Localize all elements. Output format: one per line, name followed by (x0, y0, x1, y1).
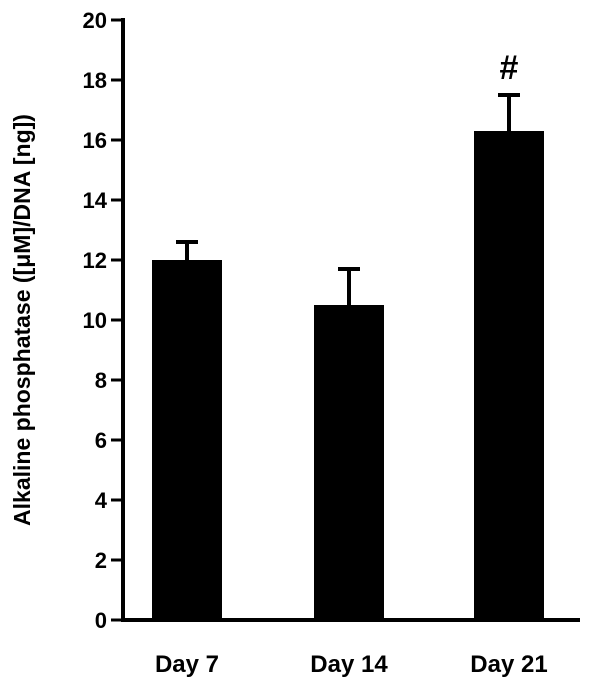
bar (152, 260, 222, 620)
x-axis-labels: Day 7 Day 14 Day 21 (155, 651, 548, 678)
y-tick-label: 14 (83, 188, 108, 213)
y-tick-label: 16 (83, 128, 107, 153)
y-tick-label: 18 (83, 68, 107, 93)
significance-marker: # (500, 49, 519, 87)
y-tick-label: 10 (83, 308, 107, 333)
y-axis-ticks: 0 2 4 6 8 10 12 14 16 18 20 (83, 8, 123, 633)
x-category-label: Day 7 (155, 651, 219, 678)
y-tick-label: 0 (95, 608, 107, 633)
bar-annotations: # (500, 49, 519, 87)
y-tick-label: 20 (83, 8, 107, 33)
bar (314, 305, 384, 620)
x-category-label: Day 14 (310, 651, 388, 678)
y-tick-label: 12 (83, 248, 107, 273)
y-tick-label: 4 (95, 488, 108, 513)
y-tick-label: 6 (95, 428, 107, 453)
x-category-label: Day 21 (470, 651, 547, 678)
y-tick-label: 2 (95, 548, 107, 573)
y-axis-title: Alkaline phosphatase ([μM]/DNA [ng]) (9, 114, 35, 526)
error-bars (176, 93, 520, 305)
y-tick-label: 8 (95, 368, 107, 393)
bar (474, 131, 544, 620)
bars (152, 131, 544, 620)
